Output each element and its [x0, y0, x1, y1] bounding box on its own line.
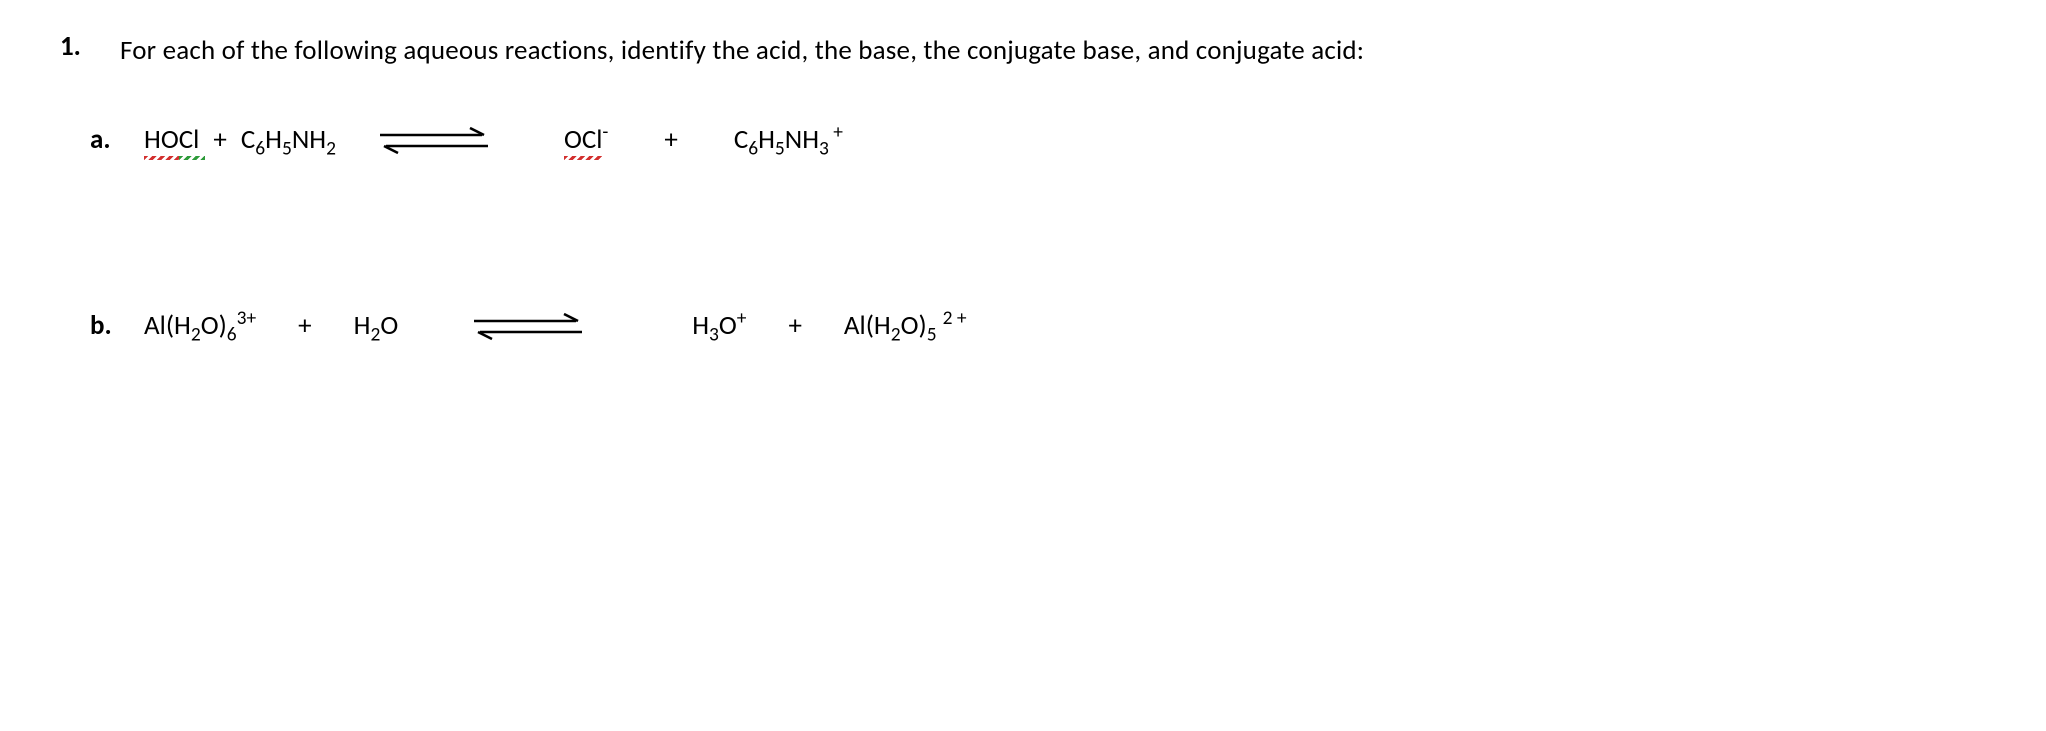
- equilibrium-arrow-a: [374, 122, 494, 158]
- product-a1: OCl-: [564, 123, 608, 156]
- ocl-underline: OCl: [564, 123, 602, 156]
- plus-a1: +: [213, 123, 226, 156]
- product-b2: Al(H2O)5 2 +: [844, 309, 967, 342]
- reactant-a2: C6H5NH2: [241, 123, 336, 156]
- product-a2: C6H5NH3 +: [734, 123, 843, 156]
- page: 1. For each of the following aqueous rea…: [0, 0, 2040, 344]
- reaction-b: Al(H2O)63+ + H2O H3O+ +: [144, 308, 967, 344]
- subpart-a-row: a. HOCl + C6H5NH2: [90, 122, 2040, 158]
- question-row: 1. For each of the following aqueous rea…: [60, 30, 2040, 72]
- equilibrium-arrow-b: [468, 308, 588, 344]
- hocl-red-part: HO: [144, 123, 179, 156]
- subpart-a-label: a.: [90, 123, 144, 156]
- reaction-a: HOCl + C6H5NH2 OCl-: [144, 122, 843, 158]
- plus-b2: +: [788, 309, 801, 342]
- product-b1: H3O+: [692, 309, 746, 342]
- reactant-b2: H2O: [354, 309, 399, 342]
- reactant-b1: Al(H2O)63+: [144, 309, 256, 342]
- plus-b1: +: [298, 309, 311, 342]
- plus-a2: +: [664, 123, 677, 156]
- subpart-b-label: b.: [90, 309, 144, 342]
- reactant-a1: HOCl: [144, 123, 205, 156]
- hocl-green-part: Cl: [179, 123, 206, 156]
- question-text: For each of the following aqueous reacti…: [120, 30, 1364, 72]
- subpart-b-row: b. Al(H2O)63+ + H2O H3O+: [90, 308, 2040, 344]
- question-number: 1.: [60, 30, 120, 63]
